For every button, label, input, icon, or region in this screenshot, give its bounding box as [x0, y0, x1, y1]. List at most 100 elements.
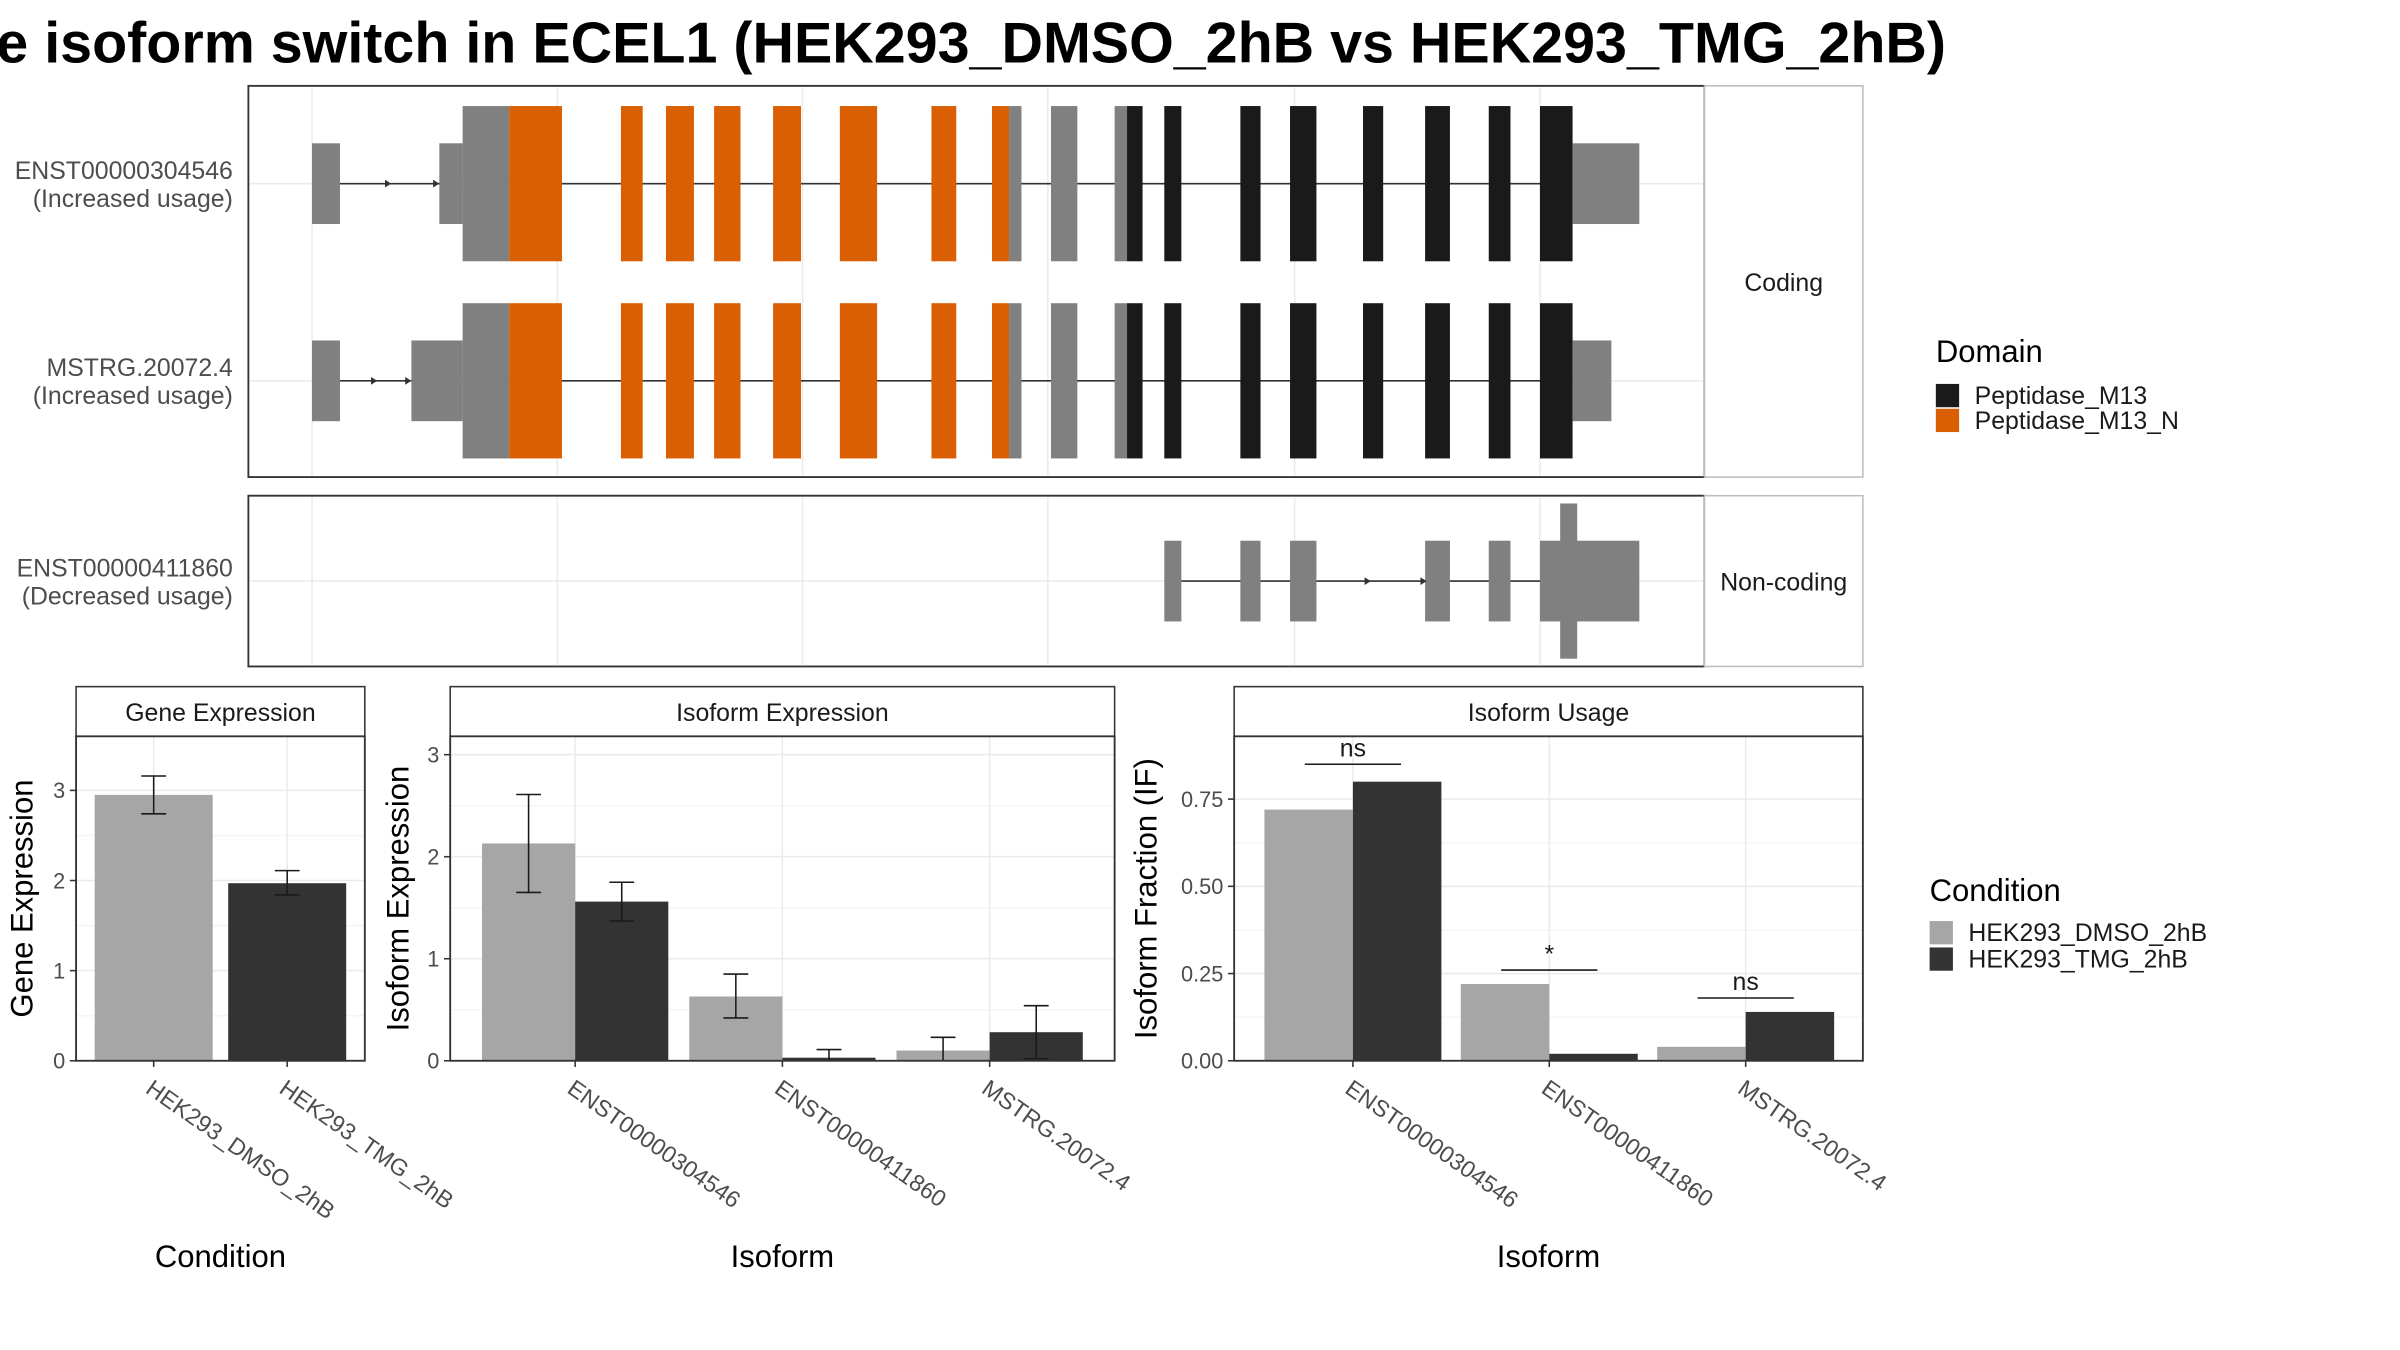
exon-block [1050, 303, 1078, 459]
x-axis-label: Isoform [731, 1239, 834, 1274]
y-tick-label: 0.75 [1181, 787, 1223, 812]
exon-block [1290, 106, 1317, 262]
x-axis-label: Condition [155, 1239, 286, 1274]
intron-arrow [405, 376, 412, 385]
chart-title: Isoform Usage [1468, 700, 1629, 727]
significance-label: * [1544, 941, 1554, 968]
transcript-id-label: ENST00000304546 [15, 158, 233, 185]
y-tick-label: 0 [53, 1049, 65, 1074]
transcript-status-label: (Increased usage) [33, 186, 233, 213]
facet-strip-label: Coding [1744, 270, 1823, 297]
exon-block [1164, 303, 1182, 459]
bar [1264, 809, 1353, 1061]
y-tick-label: 0.25 [1181, 961, 1223, 986]
domain-legend-label: Peptidase_M13 [1975, 383, 2148, 410]
exon-block [1290, 303, 1317, 459]
exon-block [991, 303, 1010, 459]
exon-block [1572, 340, 1612, 422]
exon-block [714, 303, 741, 459]
transcript-id-label: MSTRG.20072.4 [47, 355, 233, 382]
exon-block [312, 143, 340, 225]
x-tick-label: MSTRG.20072.4 [1733, 1075, 1891, 1196]
transcript-structure-plot: CodingNon-codingENST00000304546(Increase… [15, 84, 1864, 668]
condition-legend-label: HEK293_TMG_2hB [1968, 947, 2187, 974]
exon-block [1114, 303, 1128, 459]
y-tick-label: 2 [427, 844, 439, 869]
exon-block [665, 303, 694, 459]
exon-block [1114, 106, 1128, 262]
domain-legend-swatch [1935, 383, 1960, 408]
x-tick-label: ENST00000304546 [563, 1075, 745, 1214]
y-tick-label: 1 [53, 958, 65, 983]
transcript-id-label: ENST00000411860 [17, 555, 233, 582]
y-tick-label: 3 [53, 778, 65, 803]
bar [575, 901, 669, 1061]
exon-block [462, 303, 510, 459]
intron-arrow [433, 179, 440, 188]
exon-block [620, 106, 643, 262]
exon-block [1572, 143, 1640, 225]
intron-arrow [1420, 577, 1427, 585]
exon-block [1539, 540, 1640, 622]
exon-block [839, 106, 878, 262]
exon-block [462, 106, 510, 262]
expression-charts: Gene Expression0123HEK293_DMSO_2hBHEK293… [5, 685, 1891, 1274]
transcript-status-label: (Decreased usage) [22, 583, 233, 610]
exon-block [1363, 106, 1384, 262]
exon-block [1425, 106, 1450, 262]
exon-block [931, 303, 957, 459]
exon-block [411, 340, 463, 422]
bar [1460, 984, 1550, 1061]
chart-title-strip [75, 685, 366, 738]
significance-label: ns [1733, 969, 1759, 996]
exon-block [773, 303, 802, 459]
facet-strip [1703, 85, 1864, 478]
chart-title: Gene Expression [125, 700, 315, 727]
condition-legend-title: Condition [1930, 873, 2061, 908]
exon-block [773, 106, 802, 262]
exon-block [509, 106, 562, 262]
exon-block [1363, 303, 1384, 459]
facet-strip-label: Non-coding [1720, 569, 1847, 596]
x-tick-label: ENST00000304546 [1341, 1075, 1523, 1214]
domain-legend-label: Peptidase_M13_N [1975, 408, 2179, 435]
exon-block [991, 106, 1010, 262]
transcript-status-label: (Increased usage) [33, 383, 233, 410]
x-axis-label: Isoform [1497, 1239, 1600, 1274]
figure-title: The isoform switch in ECEL1 (HEK293_DMSO… [0, 12, 1946, 76]
domain-legend-swatch [1935, 408, 1960, 433]
chart-title-strip [449, 685, 1116, 738]
y-tick-label: 1 [427, 947, 439, 972]
bar [1657, 1046, 1746, 1061]
exon-block [839, 303, 878, 459]
exon-block [1488, 303, 1511, 459]
y-tick-label: 2 [53, 868, 65, 893]
y-axis-label: Isoform Expression [380, 766, 415, 1032]
y-axis-label: Isoform Fraction (IF) [1129, 758, 1164, 1039]
exon-block [931, 106, 957, 262]
exon-block [1240, 106, 1261, 262]
chart-panel-border [75, 735, 366, 1062]
intron-arrow [1364, 577, 1371, 585]
intron-arrow [371, 376, 378, 385]
y-axis-label: Gene Expression [5, 780, 40, 1018]
x-tick-label: ENST00000411860 [1537, 1075, 1718, 1213]
exon-block [620, 303, 643, 459]
y-tick-label: 0 [427, 1049, 439, 1074]
domain-legend-title: Domain [1936, 334, 2043, 369]
exon-block [1425, 303, 1450, 459]
bar [1549, 1053, 1638, 1061]
exon-block [1127, 106, 1143, 262]
bar [94, 794, 213, 1061]
bar [1352, 781, 1442, 1061]
y-tick-label: 0.50 [1181, 874, 1223, 899]
exon-block [1539, 106, 1573, 262]
condition-legend-label: HEK293_DMSO_2hB [1968, 920, 2207, 947]
exon-block [1539, 303, 1573, 459]
exon-block [1164, 540, 1182, 622]
exon-block [439, 143, 463, 225]
exon-block [1164, 106, 1182, 262]
exon-block [1009, 106, 1022, 262]
